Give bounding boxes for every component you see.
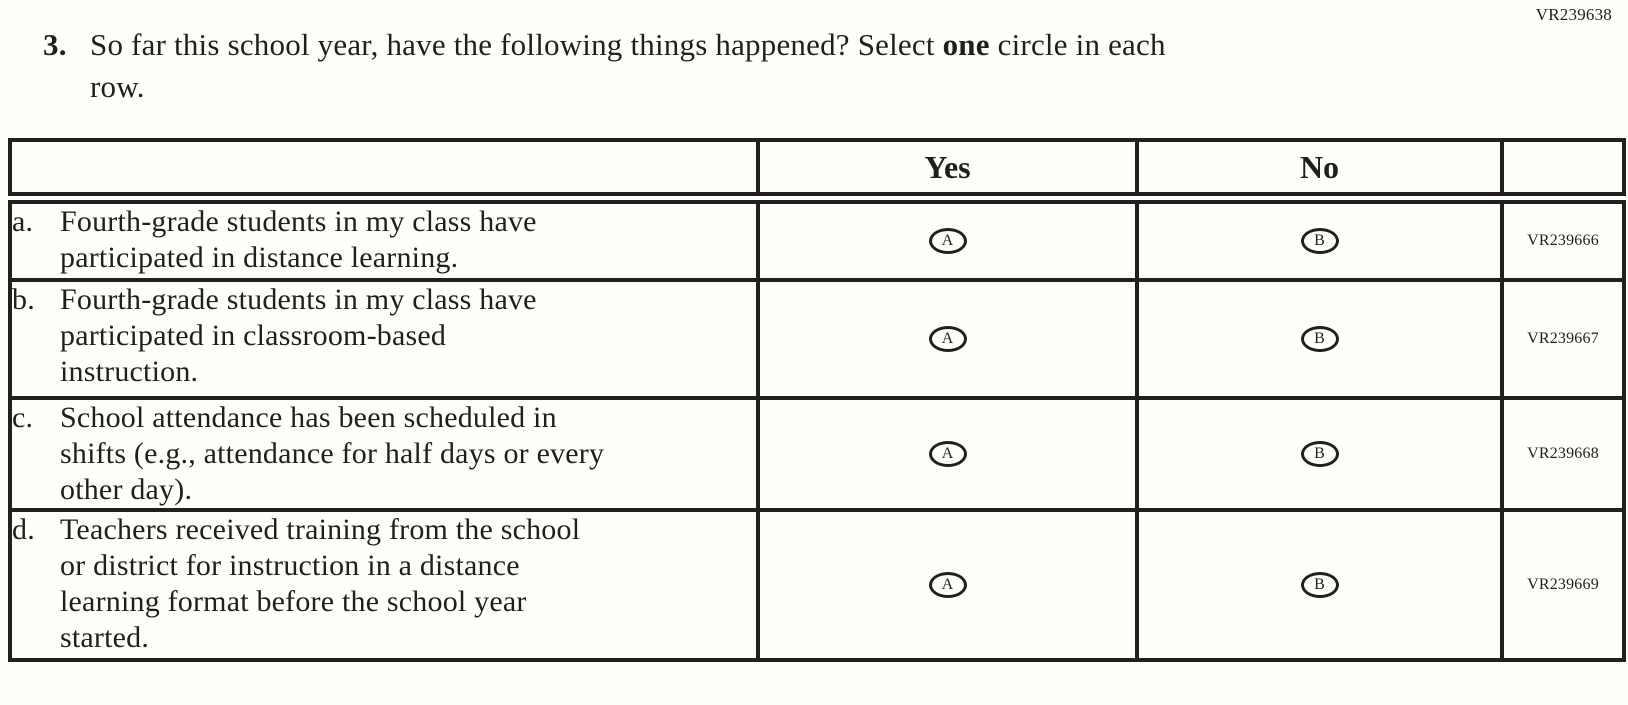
- question-number: 3.: [43, 27, 67, 62]
- question-text-part1: So far this school year, have the follow…: [90, 27, 943, 62]
- item-cell-c: c. School attendance has been scheduled …: [8, 396, 760, 512]
- table-row-a: a. Fourth-grade students in my class hav…: [8, 196, 1626, 282]
- yes-cell-d: A: [756, 508, 1139, 662]
- question-text-part2: circle in each row.: [90, 27, 1166, 104]
- no-option-letter-b: B: [1314, 330, 1325, 347]
- row-code-d: VR239669: [1500, 508, 1626, 662]
- yes-cell-b: A: [756, 278, 1139, 400]
- yes-option-circle-a[interactable]: A: [928, 228, 967, 254]
- no-option-letter-a: B: [1314, 232, 1325, 249]
- yes-option-letter-b: A: [941, 330, 954, 347]
- yes-option-circle-d[interactable]: A: [928, 572, 967, 598]
- row-text-b: Fourth-grade students in my class have p…: [60, 283, 537, 388]
- page-form-code: VR239638: [1535, 5, 1612, 24]
- item-cell-b: b. Fourth-grade students in my class hav…: [8, 278, 760, 400]
- row-letter-a: a.: [12, 205, 34, 238]
- yes-option-letter-c: A: [941, 445, 954, 462]
- no-option-circle-c[interactable]: B: [1300, 441, 1339, 467]
- yes-option-circle-b[interactable]: A: [928, 326, 967, 352]
- no-option-letter-c: B: [1314, 445, 1325, 462]
- table-row-d: d. Teachers received training from the s…: [8, 508, 1626, 662]
- row-letter-c: c.: [12, 401, 34, 434]
- no-option-circle-a[interactable]: B: [1300, 228, 1339, 254]
- row-letter-d: d.: [12, 513, 35, 546]
- header-yes: Yes: [756, 138, 1139, 204]
- no-option-circle-b[interactable]: B: [1300, 326, 1339, 352]
- no-cell-d: B: [1135, 508, 1504, 662]
- row-letter-b: b.: [12, 283, 35, 316]
- header-no: No: [1135, 138, 1504, 204]
- question-text: So far this school year, have the follow…: [90, 24, 1490, 108]
- yes-option-circle-c[interactable]: A: [928, 441, 967, 467]
- no-option-circle-d[interactable]: B: [1300, 572, 1339, 598]
- response-grid-table: Yes No a. Fourth-grade students in my cl…: [8, 138, 1626, 662]
- row-text-c: School attendance has been scheduled in …: [60, 401, 605, 506]
- item-cell-a: a. Fourth-grade students in my class hav…: [8, 196, 760, 282]
- no-cell-a: B: [1135, 196, 1504, 282]
- yes-cell-a: A: [756, 196, 1139, 282]
- header-item-cell: [8, 138, 760, 204]
- no-cell-b: B: [1135, 278, 1504, 400]
- yes-option-letter-a: A: [941, 232, 954, 249]
- item-cell-d: d. Teachers received training from the s…: [8, 508, 760, 662]
- header-row: Yes No: [8, 138, 1626, 204]
- question-block: 3. So far this school year, have the fol…: [43, 24, 1490, 108]
- row-code-b: VR239667: [1500, 278, 1626, 400]
- table-row-c: c. School attendance has been scheduled …: [8, 396, 1626, 512]
- row-code-a: VR239666: [1500, 196, 1626, 282]
- yes-option-letter-d: A: [941, 576, 954, 593]
- row-text-d: Teachers received training from the scho…: [60, 513, 581, 654]
- row-text-a: Fourth-grade students in my class have p…: [60, 205, 537, 274]
- no-option-letter-d: B: [1314, 576, 1325, 593]
- table-row-b: b. Fourth-grade students in my class hav…: [8, 278, 1626, 400]
- yes-cell-c: A: [756, 396, 1139, 512]
- header-code-cell: [1500, 138, 1626, 204]
- question-bold-word: one: [942, 27, 990, 62]
- no-cell-c: B: [1135, 396, 1504, 512]
- row-code-c: VR239668: [1500, 396, 1626, 512]
